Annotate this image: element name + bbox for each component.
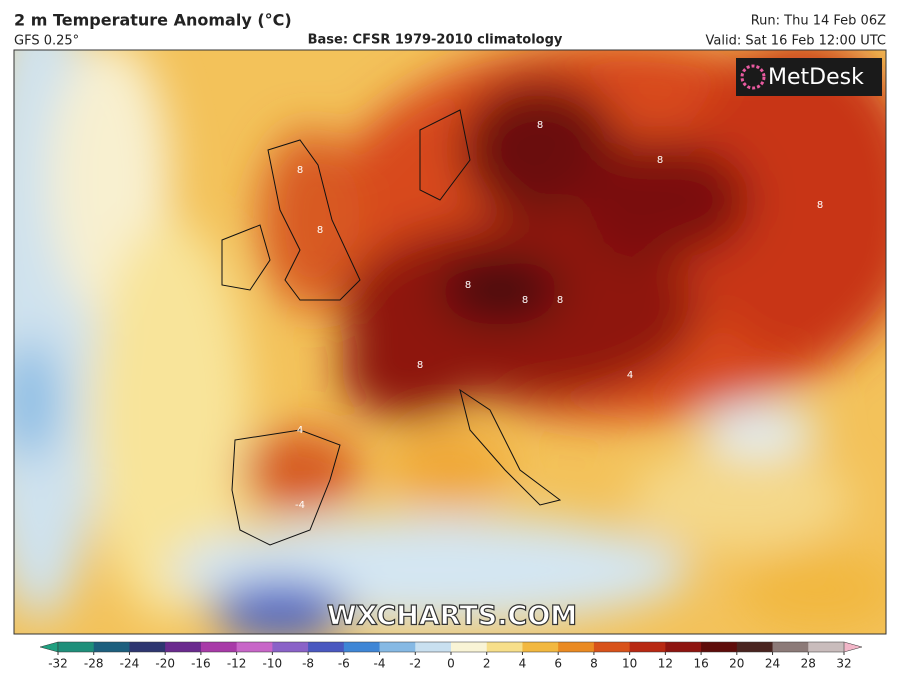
colorbar-tick-label: 20: [729, 657, 744, 671]
temperature-field: [14, 50, 886, 634]
colorbar-tick-label: -20: [155, 657, 175, 671]
colorbar-tick-label: -8: [302, 657, 314, 671]
colorbar-segment: [808, 642, 845, 652]
colorbar-tick-label: -6: [338, 657, 350, 671]
colorbar-segment: [701, 642, 738, 652]
colorbar-tick-label: -2: [409, 657, 421, 671]
contour-label: 8: [817, 200, 823, 211]
contour-label: -4: [295, 500, 305, 511]
colorbar-tick-label: -12: [227, 657, 247, 671]
logo-icon: [740, 64, 766, 90]
contour-label: 8: [657, 155, 663, 166]
colorbar-segment: [165, 642, 202, 652]
contour-label: 8: [557, 295, 563, 306]
colorbar-tick-label: 8: [590, 657, 598, 671]
colorbar-tick-label: 0: [447, 657, 455, 671]
colorbar-high-end: [843, 641, 863, 653]
colorbar-segment: [451, 642, 488, 652]
colorbar-segment: [200, 642, 238, 652]
colorbar-segment: [58, 642, 95, 652]
colorbar-tick-label: 24: [765, 657, 780, 671]
colorbar-segment: [272, 642, 309, 652]
map-frame: [13, 49, 887, 635]
colorbar-tick-label: -10: [263, 657, 283, 671]
colorbar-segment: [236, 642, 273, 652]
colorbar-segment: [593, 642, 631, 652]
colorbar-segment: [736, 642, 774, 652]
colorbar-tick-label: -4: [374, 657, 386, 671]
colorbar-segment: [486, 642, 523, 652]
colorbar-segment: [93, 642, 130, 652]
colorbar-segment: [772, 642, 809, 652]
colorbar-tick-label: 28: [801, 657, 816, 671]
contour-label: 8: [297, 165, 303, 176]
colorbar-low-end: [39, 641, 59, 653]
logo: MetDesk: [768, 65, 864, 90]
watermark: WXCHARTS.COM: [327, 601, 577, 632]
colorbar-tick-label: 10: [622, 657, 637, 671]
logo-box: [736, 58, 882, 96]
valid: Valid: Sat 16 Feb 12:00 UTC: [706, 34, 886, 49]
coastlines: [221, 109, 562, 546]
contour-label: 8: [465, 280, 471, 291]
colorbar-segment: [415, 642, 452, 652]
colorbar-tick-label: 2: [483, 657, 491, 671]
colorbar-segment: [665, 642, 702, 652]
run: Run: Thu 14 Feb 06Z: [751, 14, 886, 29]
colorbar-segment: [522, 642, 559, 652]
colorbar-tick-label: 16: [693, 657, 708, 671]
colorbar-tick-label: 4: [519, 657, 527, 671]
contour-label: 8: [522, 295, 528, 306]
title: 2 m Temperature Anomaly (°C): [14, 11, 292, 30]
contour-label: 8: [317, 225, 323, 236]
colorbar-tick-label: -32: [48, 657, 68, 671]
colorbar-tick-label: -24: [120, 657, 140, 671]
contour-label: 8: [537, 120, 543, 131]
contour-label-group: 8 8 8 8 8 8 4 4 8 8 -4 8: [295, 120, 823, 511]
colorbar-segment: [129, 642, 166, 652]
contour-label: 8: [417, 360, 423, 371]
colorbar: -32 -28 -24 -20 -16 -12 -10 -8 -6 -4 -2 0 2 4 6 8 10 12 16…: [39, 641, 863, 671]
contour-label: 4: [627, 370, 633, 381]
model: GFS 0.25°: [14, 34, 79, 49]
colorbar-segment: [629, 642, 666, 652]
colorbar-segment: [343, 642, 381, 652]
base: Base: CFSR 1979-2010 climatology: [308, 33, 563, 48]
colorbar-tick-label: 32: [836, 657, 851, 671]
colorbar-tick-label: 12: [658, 657, 673, 671]
colorbar-segment: [308, 642, 345, 652]
colorbar-tick-label: -28: [84, 657, 104, 671]
contour-label: 4: [297, 425, 303, 436]
colorbar-segment: [558, 642, 595, 652]
colorbar-tick-label: 6: [554, 657, 562, 671]
colorbar-tick-label: -16: [191, 657, 211, 671]
colorbar-segment: [379, 642, 416, 652]
